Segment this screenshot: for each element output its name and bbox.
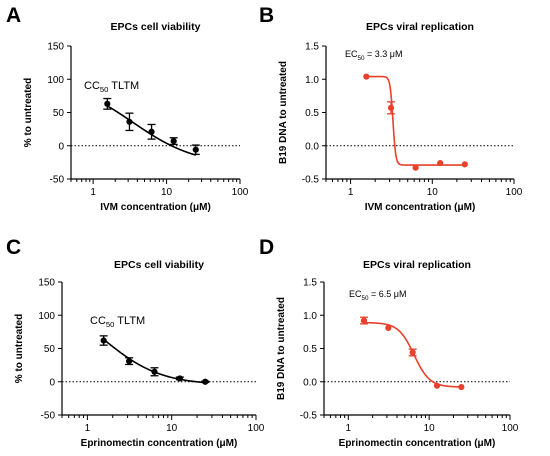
y-axis-label: % to untreated (23, 78, 34, 147)
fit-curve (366, 75, 465, 166)
data-point (409, 349, 416, 356)
panel-a: A EPCs cell viability -50 0 50 100 150 1 10 100 IV… (6, 4, 249, 213)
panel-d: D EPCs viral replication -0.5 0.0 0.5 1.0 1.5 1… (259, 236, 519, 449)
x-axis-label: IVM concentration (μM) (365, 202, 476, 213)
y-tick-label: 100 (47, 75, 64, 86)
y-tick-label: 0.5 (305, 108, 319, 119)
chart-title: EPCs viral replication (366, 21, 474, 33)
data-point (461, 161, 468, 168)
y-tick-label: 150 (47, 42, 64, 53)
y-tick-label: 100 (38, 311, 55, 322)
y-tick-label: -50 (41, 411, 56, 422)
data-point (192, 146, 199, 153)
x-axis-label: IVM concentration (μM) (100, 202, 211, 213)
y-tick-label: 150 (38, 278, 55, 289)
y-tick-label: 0.0 (305, 141, 319, 152)
y-tick-label: 1.0 (305, 75, 319, 86)
y-tick-label: -50 (50, 175, 65, 186)
x-tick-label: 1 (348, 187, 354, 198)
x-tick-label: 1 (90, 187, 96, 198)
x-tick-label: 10 (427, 187, 439, 198)
y-tick-label: 0 (58, 141, 64, 152)
x-tick-label: 100 (506, 187, 523, 198)
data-point (126, 118, 133, 125)
y-tick-label: 1.5 (303, 278, 317, 289)
data-point (126, 358, 133, 365)
y-tick-label: 50 (44, 344, 56, 355)
panel-letter: D (259, 236, 274, 259)
data-point (437, 159, 444, 167)
y-axis-label: B19 DNA to untreated (278, 61, 289, 164)
x-tick-label: 1 (346, 423, 352, 434)
y-tick-label: 0.0 (303, 377, 317, 388)
y-axis-label: B19 DNA to untreated (276, 297, 287, 400)
x-axis-label: Eprinomectin concentration (μM) (81, 438, 238, 449)
x-tick-label: 10 (424, 423, 436, 434)
panel-b: B EPCs viral replication -0.5 0.0 0.5 1.0 1.5 1… (259, 4, 523, 213)
data-point (387, 104, 395, 111)
panel-letter: C (6, 236, 21, 259)
data-point (170, 137, 177, 145)
data-point (100, 337, 107, 344)
data-point (363, 73, 370, 80)
x-tick-label: 10 (161, 187, 173, 198)
x-axis-label: Eprinomectin concentration (μM) (339, 438, 496, 449)
data-point (412, 164, 419, 171)
y-tick-label: 1.0 (303, 311, 317, 322)
data-point (360, 317, 368, 324)
y-axis-label: % to untreated (14, 314, 25, 383)
panel-letter: B (259, 4, 274, 27)
data-point (433, 382, 441, 389)
annotation: CC50 TLTM (84, 80, 139, 94)
panel-c: C EPCs cell viability -50 0 50 100 150 1 10 100 Ep… (6, 236, 265, 449)
y-tick-label: 1.5 (305, 42, 319, 53)
x-tick-label: 1 (85, 423, 91, 434)
x-tick-label: 100 (502, 423, 519, 434)
x-tick-label: 100 (232, 187, 249, 198)
data-point (148, 128, 155, 135)
annotation: EC50 = 3.3 μM (345, 49, 402, 62)
chart-title: EPCs viral replication (363, 259, 471, 271)
x-tick-label: 10 (166, 423, 178, 434)
data-point (151, 368, 158, 375)
y-tick-label: -0.5 (300, 411, 318, 422)
y-tick-label: 0.5 (303, 344, 317, 355)
x-tick-label: 100 (248, 423, 265, 434)
data-point (202, 378, 209, 385)
y-tick-label: 50 (53, 108, 65, 119)
y-tick-label: 0 (49, 377, 55, 388)
data-point (104, 100, 111, 107)
data-point (176, 375, 183, 382)
annotation: EC50 = 6.5 μM (349, 289, 406, 302)
chart-title: EPCs cell viability (111, 21, 201, 33)
panel-letter: A (6, 4, 21, 27)
data-point (458, 383, 465, 391)
y-tick-label: -0.5 (302, 175, 320, 186)
annotation: CC50 TLTM (90, 315, 145, 329)
data-point (385, 324, 392, 331)
chart-title: EPCs cell viability (114, 259, 204, 271)
